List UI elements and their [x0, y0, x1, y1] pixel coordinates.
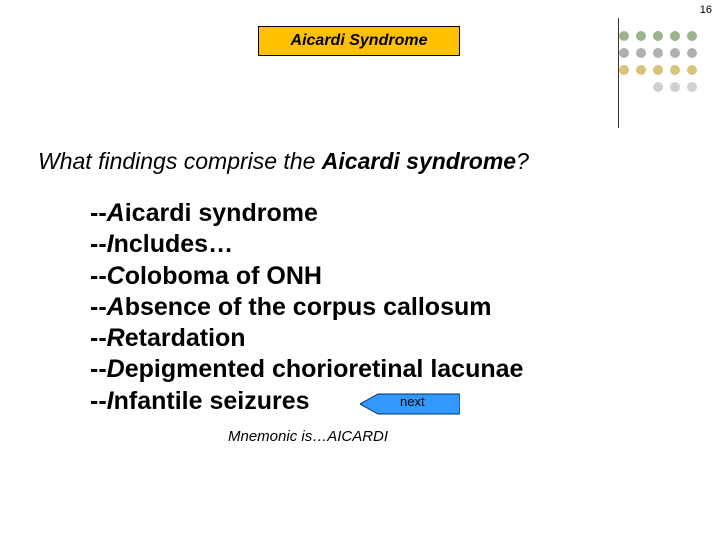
- question-text: What findings comprise the Aicardi syndr…: [38, 148, 529, 175]
- title-text: Aicardi Syndrome: [291, 32, 428, 50]
- title-box: Aicardi Syndrome: [258, 26, 460, 56]
- list-item: --Coloboma of ONH: [90, 261, 523, 292]
- decorative-dots: [616, 28, 702, 102]
- next-arrow[interactable]: next: [360, 390, 460, 418]
- findings-list: --Aicardi syndrome --Includes… --Colobom…: [90, 198, 523, 417]
- page-number: 16: [700, 4, 712, 16]
- question-prefix: What findings comprise the: [38, 148, 322, 174]
- list-item: --Depigmented chorioretinal lacunae: [90, 354, 523, 385]
- list-item: --Absence of the corpus callosum: [90, 292, 523, 323]
- mnemonic-text: Mnemonic is…AICARDI: [228, 428, 388, 445]
- question-suffix: ?: [516, 148, 529, 174]
- next-arrow-label: next: [400, 394, 425, 409]
- list-item: --Includes…: [90, 229, 523, 260]
- list-item: --Aicardi syndrome: [90, 198, 523, 229]
- question-bold: Aicardi syndrome: [322, 148, 516, 174]
- vertical-divider: [618, 18, 619, 128]
- list-item: --Retardation: [90, 323, 523, 354]
